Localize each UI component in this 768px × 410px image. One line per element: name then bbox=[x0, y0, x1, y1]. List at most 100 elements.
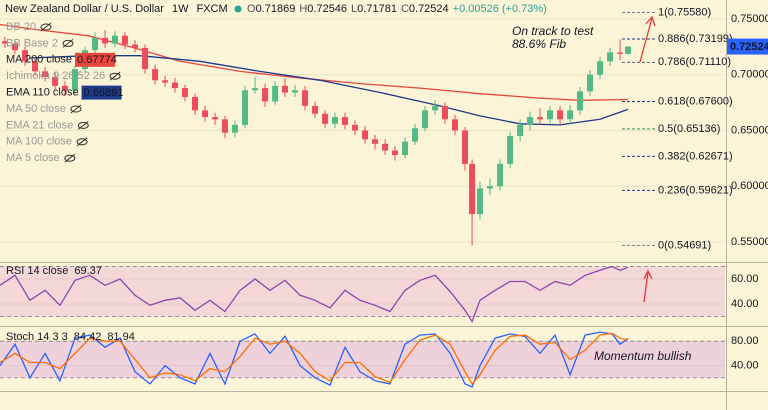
candle-body bbox=[231, 124, 238, 133]
candle-body bbox=[181, 88, 188, 97]
eye-off-icon bbox=[70, 104, 82, 114]
y-tick-label: 40.00 bbox=[731, 298, 759, 310]
y-tick-label: 0.65000 bbox=[731, 124, 768, 136]
candle-body bbox=[537, 117, 544, 120]
candle-body bbox=[42, 71, 49, 77]
candle-body bbox=[121, 35, 128, 45]
eye-off-icon bbox=[40, 23, 52, 31]
fib-label: 0.886(0.73199) bbox=[658, 33, 733, 45]
candle-body bbox=[497, 163, 504, 187]
candle-body bbox=[322, 113, 329, 124]
ohlc-letter: H bbox=[299, 3, 307, 15]
y-tick-label: 60.00 bbox=[731, 273, 759, 285]
fib-label: 0.236(0.59621) bbox=[658, 184, 733, 196]
candle-body bbox=[432, 105, 439, 111]
arrow bbox=[643, 269, 653, 303]
fib-label: 1(0.75580) bbox=[658, 6, 711, 18]
candle-body bbox=[111, 35, 118, 44]
arrow bbox=[639, 15, 656, 63]
legend-name: EMA 110 close bbox=[6, 87, 79, 99]
ohlc-letter: C bbox=[401, 3, 409, 15]
legend-value: 84.42 bbox=[74, 331, 102, 343]
source: FXCM bbox=[196, 3, 227, 15]
annotation: Momentum bullish bbox=[594, 349, 692, 363]
candle-body bbox=[252, 88, 259, 91]
plot bbox=[0, 11, 656, 388]
hidden-indicator: MA 50 close bbox=[6, 103, 66, 115]
price-tag bbox=[727, 38, 768, 55]
candle-body bbox=[547, 110, 554, 120]
candle-body bbox=[52, 76, 59, 86]
candle-body bbox=[576, 91, 583, 111]
candle-body bbox=[312, 105, 319, 114]
candle-body bbox=[171, 82, 178, 89]
candle-body bbox=[272, 85, 279, 102]
indicator-line bbox=[0, 332, 629, 386]
candle-body bbox=[441, 105, 448, 120]
ohlc-value: 0.71781 bbox=[357, 3, 397, 15]
fib-label: 0.618(0.67600) bbox=[658, 95, 733, 107]
candle-body bbox=[152, 69, 159, 81]
eye-off-icon bbox=[62, 39, 74, 47]
candle-body bbox=[302, 90, 309, 106]
eye-off-icon bbox=[64, 154, 76, 162]
symbol: New Zealand Dollar / U.S. Dollar bbox=[5, 3, 164, 15]
fib-label: 0.786(0.71110) bbox=[658, 56, 731, 68]
y-tick-label: 40.00 bbox=[731, 359, 759, 371]
eye-off-icon bbox=[64, 153, 76, 163]
eye-off-icon bbox=[77, 121, 89, 130]
interval: 1W bbox=[172, 3, 189, 15]
labels: 0.75000 0.70000 0.65000 0.60000 0.55000 1(0.7… bbox=[5, 3, 768, 371]
candle-body bbox=[625, 46, 632, 54]
status-dot bbox=[234, 5, 242, 13]
candle-body bbox=[526, 117, 533, 125]
legend-value-box bbox=[75, 52, 116, 67]
candle-body bbox=[362, 130, 369, 140]
candle-body bbox=[21, 50, 28, 62]
candle-body bbox=[557, 110, 564, 120]
price-tag-label: 0.72524 bbox=[730, 41, 768, 53]
candle-body bbox=[507, 136, 514, 164]
candle-body bbox=[607, 52, 614, 62]
candle-body bbox=[1, 41, 8, 44]
eye-off-icon bbox=[76, 137, 88, 147]
candle-body bbox=[61, 85, 68, 91]
candle-body bbox=[469, 163, 476, 215]
ohlc-letter: O bbox=[247, 3, 256, 15]
fib-label: 0.5(0.65136) bbox=[658, 123, 720, 135]
candle-body bbox=[372, 139, 379, 144]
candle-body bbox=[212, 117, 219, 120]
candle-body bbox=[92, 37, 99, 51]
candle-body bbox=[291, 90, 298, 93]
candle-body bbox=[132, 44, 139, 48]
candle-body bbox=[586, 74, 593, 92]
eye-off-icon bbox=[76, 138, 88, 146]
change: +0.00526 (+0.73%) bbox=[453, 3, 547, 15]
ohlc-value: 0.72524 bbox=[409, 3, 449, 15]
annotation: On track to test bbox=[512, 24, 594, 38]
candle-body bbox=[422, 110, 429, 129]
fib-label: 0(0.54691) bbox=[658, 239, 711, 251]
y-tick-label: 0.70000 bbox=[731, 69, 768, 81]
candle-body bbox=[202, 110, 209, 118]
candle-body bbox=[341, 117, 348, 125]
candle-body bbox=[567, 110, 574, 120]
y-tick-label: 0.55000 bbox=[731, 236, 768, 248]
hidden-indicator: BB Base 2 bbox=[6, 37, 58, 49]
ohlc-value: 0.72546 bbox=[307, 3, 347, 15]
legend-value: 81.94 bbox=[107, 331, 135, 343]
legend-value-box bbox=[81, 85, 122, 100]
hidden-indicator: EMA 21 close bbox=[6, 119, 73, 131]
indicator-line bbox=[0, 331, 629, 388]
candle-body bbox=[476, 188, 483, 215]
annotation: 88.6% Fib bbox=[512, 37, 566, 51]
candle-body bbox=[71, 69, 78, 91]
candle-body bbox=[32, 61, 39, 72]
eye-off-icon bbox=[70, 105, 82, 113]
candle-body bbox=[451, 119, 458, 131]
candle-body bbox=[281, 85, 288, 93]
y-tick-label: 0.60000 bbox=[731, 180, 768, 192]
ohlc-value: 0.71869 bbox=[256, 3, 296, 15]
eye-off-icon bbox=[77, 121, 89, 129]
